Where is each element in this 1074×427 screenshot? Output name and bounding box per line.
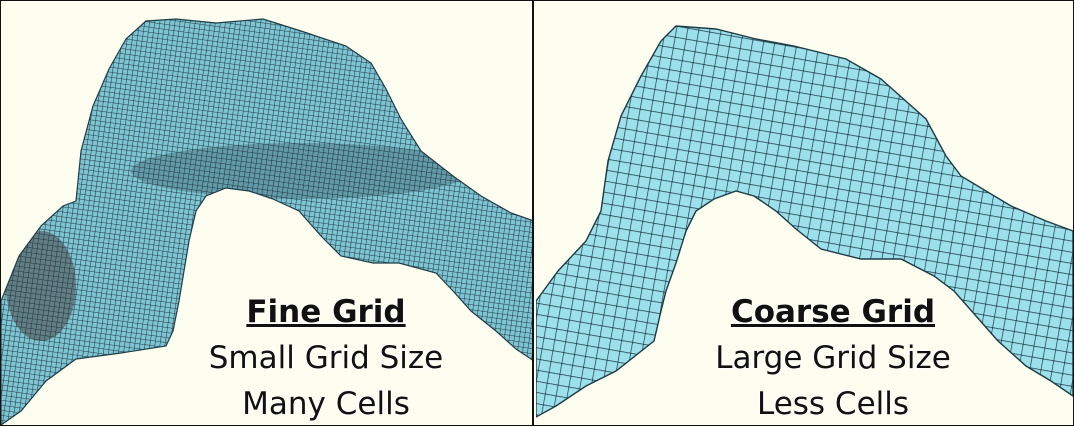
fine-grid-line1: Small Grid Size: [208, 340, 444, 376]
fine-grid-shading: [6, 143, 471, 341]
coarse-grid-caption: Coarse Grid Large Grid Size Less Cells: [683, 289, 983, 427]
coarse-grid-line1: Large Grid Size: [715, 340, 951, 376]
fine-grid-line2: Many Cells: [242, 386, 410, 422]
coarse-grid-title: Coarse Grid: [730, 294, 936, 330]
fine-grid-caption: Fine Grid Small Grid Size Many Cells: [176, 289, 476, 427]
coarse-grid-line2: Less Cells: [756, 386, 910, 422]
fine-grid-panel: [1, 1, 534, 425]
fine-grid-mesh: [1, 18, 532, 425]
fine-grid-title: Fine Grid: [246, 294, 406, 330]
